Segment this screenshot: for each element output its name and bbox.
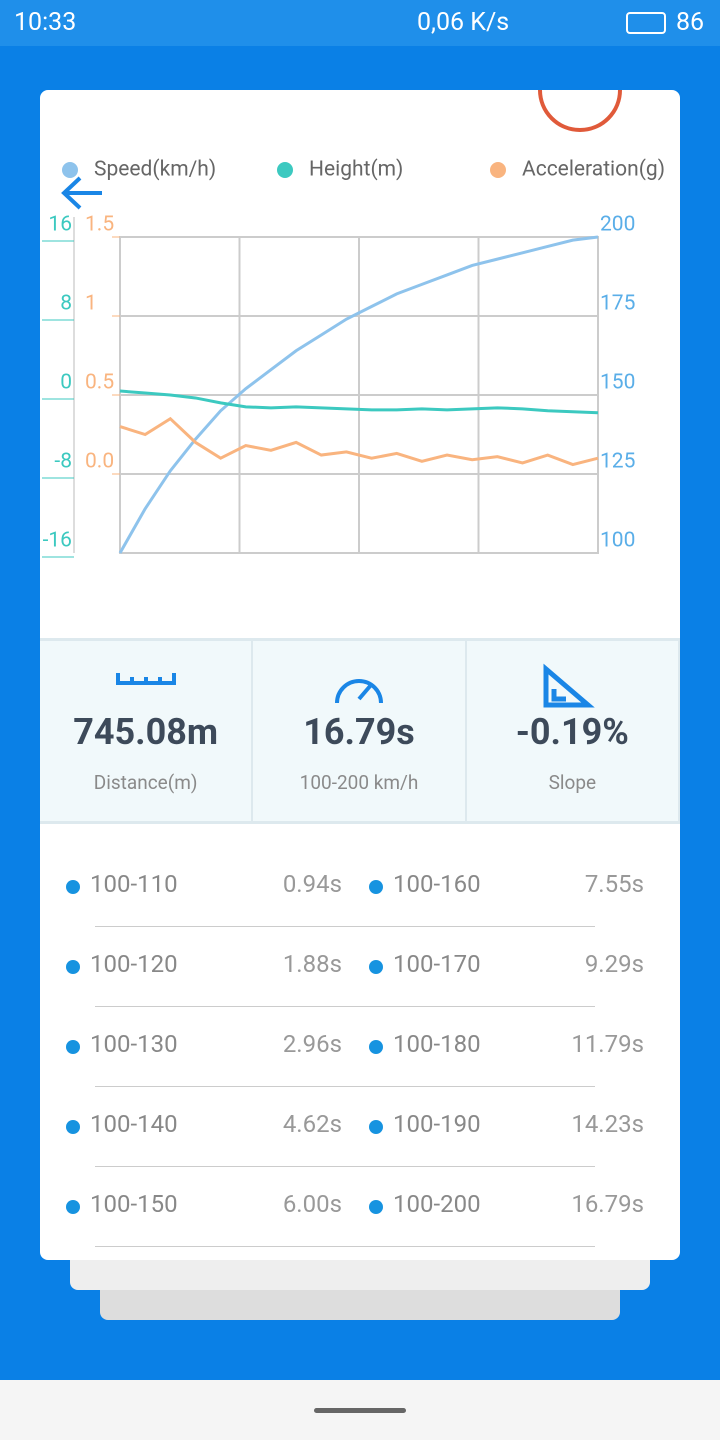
stat-label: 100-200 km/h <box>299 771 419 794</box>
split-time: 14.23s <box>571 1110 644 1138</box>
card-shadow <box>70 1258 650 1290</box>
stat-label: Slope <box>548 771 597 794</box>
legend-dot <box>277 162 293 178</box>
y2-tick-label: 175 <box>600 292 635 316</box>
legend-label: Height(m) <box>309 158 403 182</box>
home-indicator[interactable] <box>314 1408 406 1413</box>
y3-tick-label: 1.5 <box>85 213 114 237</box>
stat-value: -0.19% <box>515 711 629 753</box>
dot <box>369 1200 383 1214</box>
dot <box>369 1040 383 1054</box>
y2-tick-label: 100 <box>600 529 635 553</box>
split-range: 100-190 <box>393 1110 481 1138</box>
y-tick-label: -16 <box>43 529 72 553</box>
dot <box>66 1200 80 1214</box>
split-time: 6.00s <box>282 1190 342 1218</box>
split-range: 100-170 <box>393 950 481 978</box>
status-bar: 10:33 0,06 K/s 86 <box>0 0 720 46</box>
split-range: 100-120 <box>90 950 178 978</box>
separator <box>95 926 595 927</box>
split-time: 9.29s <box>584 950 644 978</box>
series-line <box>118 235 599 554</box>
split-range: 100-150 <box>90 1190 178 1218</box>
card-shadow <box>100 1288 620 1320</box>
net-speed: 0,06 K/s <box>417 8 510 37</box>
separator <box>95 1166 595 1167</box>
time: 10:33 <box>14 8 77 37</box>
stat: 745.08m Distance(m) <box>40 641 254 821</box>
stat-icon <box>543 663 596 708</box>
separator <box>95 1086 595 1087</box>
dot <box>369 960 383 974</box>
stat-icon <box>334 679 383 704</box>
nav-bar <box>0 1380 720 1440</box>
legend-label: Speed(km/h) <box>94 158 216 182</box>
logo <box>538 90 622 132</box>
legend-dot <box>62 162 78 178</box>
split-row: 100-140 4.62s 100-190 14.23s <box>40 1090 680 1170</box>
battery-icon <box>626 12 666 34</box>
legend-label: Acceleration(g) <box>522 158 665 182</box>
series-line <box>119 389 599 415</box>
y-tick-label: 8 <box>60 292 72 316</box>
split-row: 100-120 1.88s 100-170 9.29s <box>40 930 680 1010</box>
y2-tick-label: 150 <box>600 371 635 395</box>
split-range: 100-110 <box>90 870 178 898</box>
stat-value: 745.08m <box>73 711 219 753</box>
split-time: 11.79s <box>571 1030 644 1058</box>
separator <box>95 1006 595 1007</box>
split-time: 0.94s <box>282 870 342 898</box>
y-tick-label: 0 <box>60 371 72 395</box>
split-row: 100-130 2.96s 100-180 11.79s <box>40 1010 680 1090</box>
split-range: 100-140 <box>90 1110 178 1138</box>
legend-dot <box>490 162 506 178</box>
y2-tick-label: 125 <box>600 450 635 474</box>
stats: 745.08m Distance(m) 16.79s 100-200 km/h -0.1… <box>40 638 680 824</box>
split-time: 7.55s <box>584 870 644 898</box>
chart: Speed(km/h) Height(m) Acceleration(g) 200 17… <box>42 90 665 558</box>
y3-tick-label: 1 <box>85 292 97 316</box>
y3-tick-label: 0.5 <box>85 371 114 395</box>
split-row: 100-110 0.94s 100-160 7.55s <box>40 850 680 930</box>
stat-label: Distance(m) <box>93 771 198 794</box>
stat-value: 16.79s <box>303 711 415 753</box>
split-time: 4.62s <box>282 1110 342 1138</box>
split-time: 1.88s <box>282 950 342 978</box>
battery: 86 <box>676 8 705 37</box>
dot <box>66 880 80 894</box>
stat-icon <box>115 673 176 685</box>
separator <box>95 1246 595 1247</box>
split-range: 100-160 <box>393 870 481 898</box>
y2-tick-label: 200 <box>600 213 635 237</box>
stat: -0.19% Slope <box>467 641 680 821</box>
split-range: 100-180 <box>393 1030 481 1058</box>
dot <box>369 1120 383 1134</box>
dot <box>369 880 383 894</box>
dot <box>66 1040 80 1054</box>
card: Speed(km/h) Height(m) Acceleration(g) 200 17… <box>40 90 680 1260</box>
y-tick-label: -8 <box>54 450 72 474</box>
series-line <box>119 416 599 467</box>
back-button[interactable] <box>61 176 102 210</box>
split-time: 16.79s <box>571 1190 644 1218</box>
split-time: 2.96s <box>282 1030 342 1058</box>
y-tick-label: 16 <box>48 213 72 237</box>
split-row: 100-150 6.00s 100-200 16.79s <box>40 1170 680 1250</box>
split-range: 100-200 <box>393 1190 481 1218</box>
dot <box>66 1120 80 1134</box>
dot <box>66 960 80 974</box>
stat: 16.79s 100-200 km/h <box>253 641 467 821</box>
split-range: 100-130 <box>90 1030 178 1058</box>
y3-tick-label: 0.0 <box>85 450 114 474</box>
